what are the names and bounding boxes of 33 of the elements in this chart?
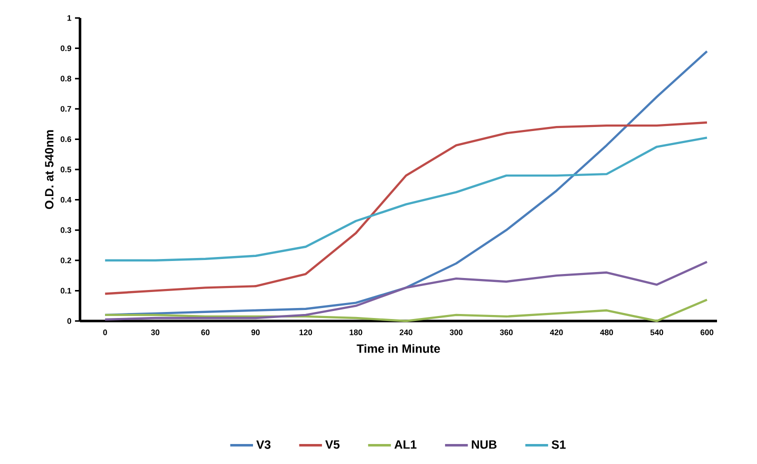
x-tick-label: 240 <box>400 330 412 336</box>
x-tick-label: 180 <box>350 330 362 336</box>
legend-label: S1 <box>552 440 566 449</box>
legend-label: AL1 <box>394 440 416 449</box>
y-tick-label: 0.2 <box>60 258 72 264</box>
y-tick-label: 0.8 <box>60 76 72 82</box>
x-tick-label: 60 <box>201 330 210 336</box>
y-tick-label: 1 <box>68 15 72 21</box>
y-tick-label: 0.7 <box>60 106 72 112</box>
y-tick-label: 0.5 <box>60 166 72 172</box>
legend-label: V3 <box>256 440 271 449</box>
line-series <box>104 121 708 295</box>
y-tick-label: 0.3 <box>60 227 72 233</box>
x-tick-label: 600 <box>700 330 714 336</box>
legend-label: V5 <box>325 440 340 449</box>
line-series <box>104 136 708 262</box>
legend-label: NUB <box>472 440 497 449</box>
y-tick-label: 0.1 <box>60 288 72 294</box>
x-axis-title: Time in Minute <box>356 344 440 353</box>
y-tick-label: 0.6 <box>60 136 72 142</box>
x-tick-label: 90 <box>251 330 260 336</box>
x-tick-label: 300 <box>450 330 463 336</box>
x-tick-label: 420 <box>550 330 563 336</box>
y-tick-label: 0.4 <box>60 196 72 203</box>
x-tick-label: 540 <box>650 330 664 336</box>
y-axis-title: O.D. at 540nm <box>44 130 54 210</box>
x-tick-label: 30 <box>150 330 160 336</box>
x-tick-label: 0 <box>103 330 107 336</box>
x-tick-label: 360 <box>500 330 513 336</box>
y-tick-label: 0.9 <box>60 45 72 52</box>
y-tick-label: 0 <box>67 318 72 324</box>
x-tick-label: 480 <box>600 330 614 336</box>
x-tick-label: 120 <box>300 330 312 336</box>
